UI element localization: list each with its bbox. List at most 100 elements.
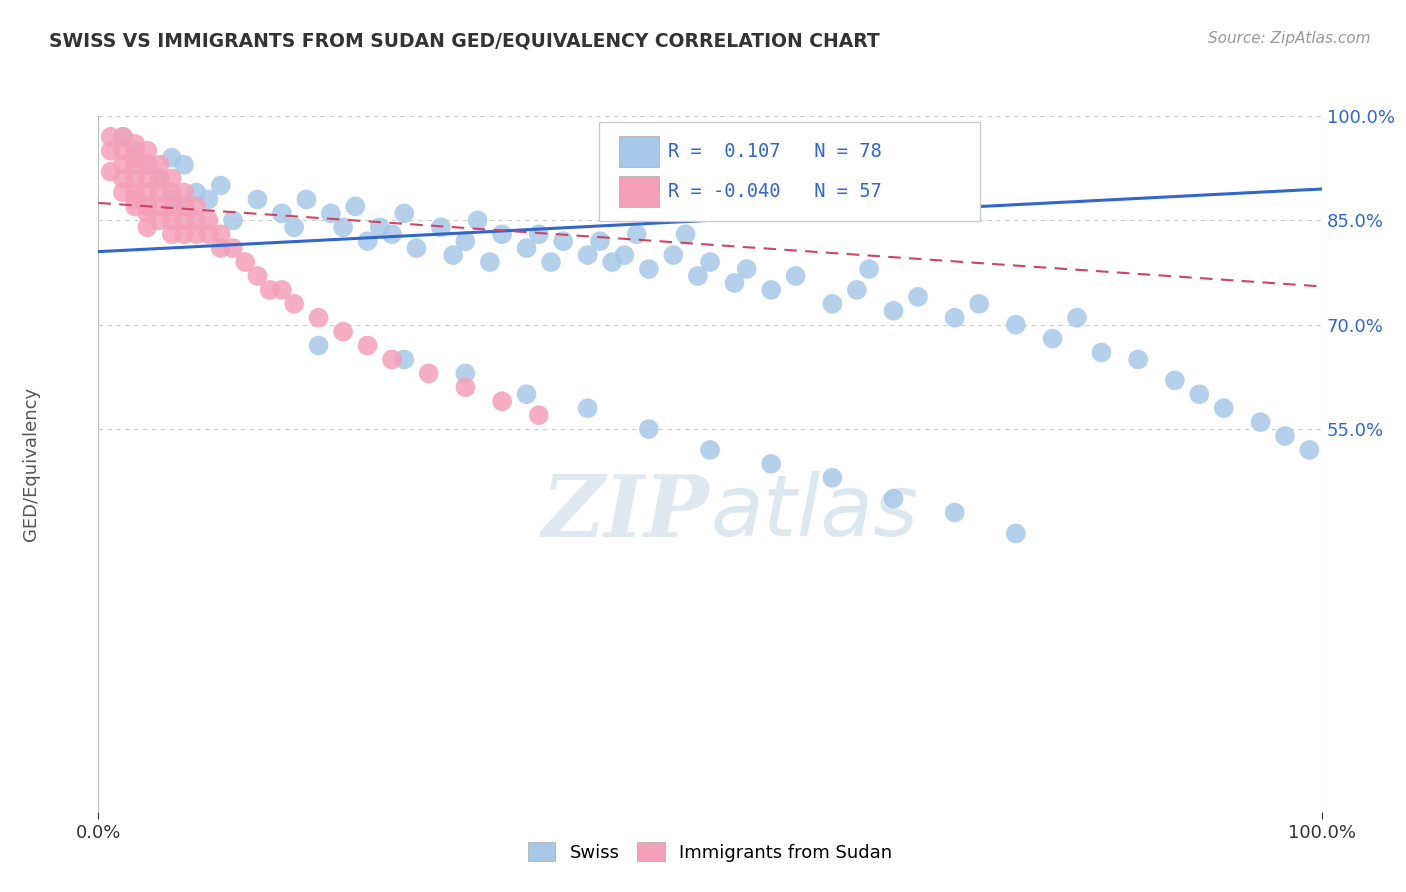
Point bbox=[1128, 352, 1150, 367]
Point bbox=[761, 457, 783, 471]
Text: R =  0.107   N = 78: R = 0.107 N = 78 bbox=[668, 142, 882, 161]
Point bbox=[186, 199, 208, 213]
Point bbox=[246, 268, 269, 283]
Point bbox=[160, 199, 183, 213]
Point bbox=[1090, 345, 1112, 359]
Point bbox=[699, 442, 721, 457]
Point bbox=[136, 186, 159, 200]
Point bbox=[160, 193, 183, 207]
Point bbox=[149, 171, 172, 186]
Point bbox=[111, 171, 134, 186]
Point bbox=[111, 144, 134, 158]
Point bbox=[883, 491, 905, 506]
Point bbox=[515, 241, 537, 255]
Point bbox=[136, 158, 159, 172]
Point bbox=[173, 199, 195, 213]
Point bbox=[638, 422, 661, 436]
Point bbox=[1164, 373, 1187, 387]
Point bbox=[381, 227, 404, 242]
Point bbox=[662, 248, 685, 262]
Point bbox=[553, 234, 575, 248]
Point bbox=[124, 136, 146, 151]
Point bbox=[209, 178, 232, 193]
Point bbox=[124, 158, 146, 172]
Point bbox=[699, 255, 721, 269]
Point bbox=[943, 310, 966, 325]
Point bbox=[761, 283, 783, 297]
Point bbox=[1004, 318, 1026, 332]
Point bbox=[186, 227, 208, 242]
Point bbox=[441, 248, 464, 262]
Point bbox=[186, 213, 208, 227]
Point bbox=[124, 193, 146, 207]
Point bbox=[589, 234, 612, 248]
Point bbox=[675, 227, 697, 242]
Point bbox=[723, 276, 745, 290]
Point bbox=[308, 310, 330, 325]
Point bbox=[186, 186, 208, 200]
Point bbox=[197, 227, 219, 242]
Point bbox=[100, 144, 122, 158]
Point bbox=[283, 220, 305, 235]
Point bbox=[160, 213, 183, 227]
Point bbox=[527, 227, 550, 242]
Point bbox=[149, 158, 172, 172]
Point bbox=[883, 303, 905, 318]
Point bbox=[626, 227, 648, 242]
Point bbox=[454, 234, 477, 248]
Point bbox=[100, 164, 122, 178]
Point bbox=[540, 255, 562, 269]
Point bbox=[356, 234, 378, 248]
Point bbox=[111, 158, 134, 172]
Point bbox=[576, 401, 599, 416]
Point bbox=[197, 193, 219, 207]
Point bbox=[1274, 429, 1296, 443]
Text: R = -0.040   N = 57: R = -0.040 N = 57 bbox=[668, 182, 882, 201]
Point bbox=[160, 151, 183, 165]
Point bbox=[136, 206, 159, 220]
Point bbox=[149, 213, 172, 227]
Point bbox=[173, 158, 195, 172]
Point bbox=[160, 227, 183, 242]
Point bbox=[1298, 442, 1320, 457]
Point bbox=[967, 297, 990, 311]
Point bbox=[149, 171, 172, 186]
Text: SWISS VS IMMIGRANTS FROM SUDAN GED/EQUIVALENCY CORRELATION CHART: SWISS VS IMMIGRANTS FROM SUDAN GED/EQUIV… bbox=[49, 31, 880, 50]
Point bbox=[454, 380, 477, 394]
Point bbox=[149, 199, 172, 213]
Point bbox=[368, 220, 391, 235]
Point bbox=[111, 186, 134, 200]
Point bbox=[907, 290, 929, 304]
Point bbox=[160, 171, 183, 186]
Point bbox=[160, 186, 183, 200]
Point bbox=[136, 144, 159, 158]
Point bbox=[418, 367, 440, 381]
Point bbox=[430, 220, 453, 235]
Point bbox=[222, 213, 245, 227]
Point bbox=[124, 199, 146, 213]
Point bbox=[233, 255, 256, 269]
Point bbox=[209, 241, 232, 255]
Point bbox=[270, 283, 294, 297]
Point bbox=[600, 255, 623, 269]
Point bbox=[1004, 526, 1026, 541]
Point bbox=[467, 213, 489, 227]
Point bbox=[136, 171, 159, 186]
Point bbox=[1188, 387, 1211, 401]
Point bbox=[173, 199, 195, 213]
Point bbox=[173, 186, 195, 200]
Point bbox=[270, 206, 294, 220]
Point bbox=[821, 471, 844, 485]
Point bbox=[332, 325, 354, 339]
Point bbox=[613, 248, 636, 262]
Point bbox=[111, 129, 134, 144]
Point bbox=[735, 262, 758, 277]
Point bbox=[124, 144, 146, 158]
Point bbox=[527, 408, 550, 422]
Text: ZIP: ZIP bbox=[543, 471, 710, 554]
Point bbox=[259, 283, 281, 297]
Point bbox=[136, 220, 159, 235]
Text: Source: ZipAtlas.com: Source: ZipAtlas.com bbox=[1208, 31, 1371, 46]
Point bbox=[173, 213, 195, 227]
Point bbox=[222, 241, 245, 255]
